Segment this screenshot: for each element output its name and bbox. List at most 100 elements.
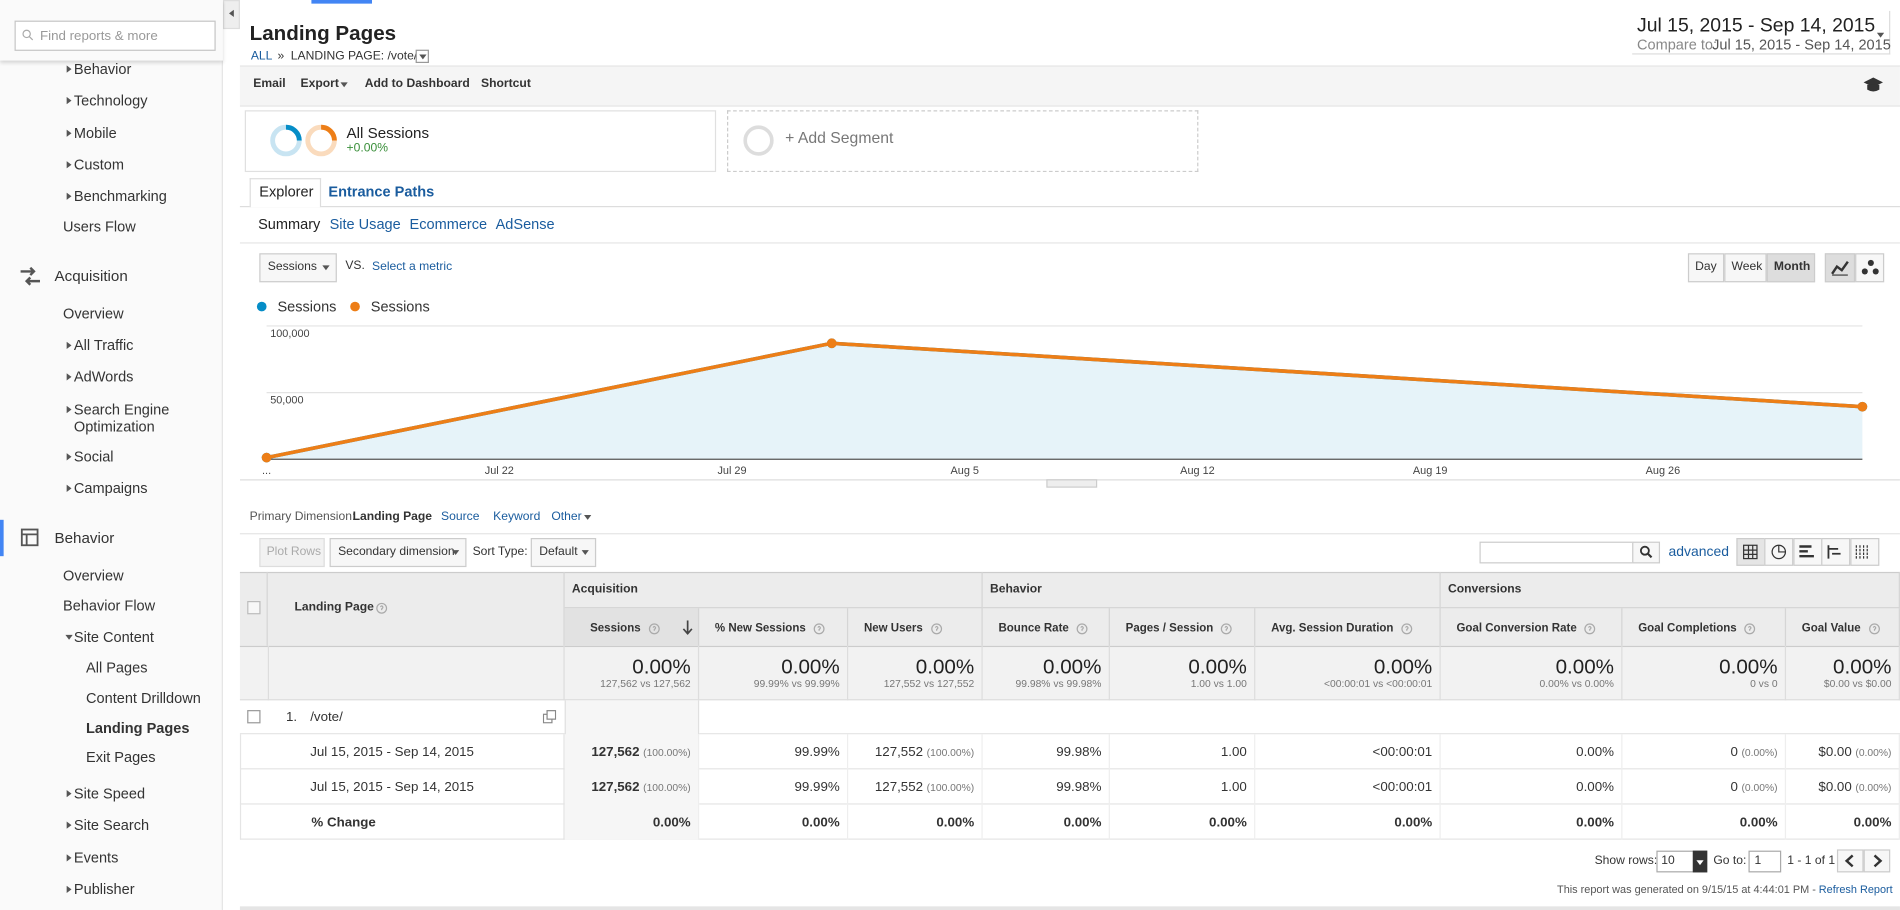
nav-item[interactable]: AdWords xyxy=(73,368,134,386)
subtab[interactable]: AdSense xyxy=(495,215,555,233)
metric-dropdown[interactable] xyxy=(259,253,337,283)
select-metric[interactable]: Select a metric xyxy=(371,260,453,274)
nav-item[interactable]: Behavior xyxy=(73,60,132,78)
nav-item[interactable]: Behavior xyxy=(54,529,115,547)
caret xyxy=(66,854,72,862)
column-header[interactable] xyxy=(983,608,1110,646)
total-value: 0.00% xyxy=(1555,655,1614,679)
chart-type-motion[interactable] xyxy=(1855,253,1885,283)
goto-input[interactable] xyxy=(1748,850,1782,873)
toolbar-button[interactable]: Add to Dashboard xyxy=(364,77,470,91)
toolbar-button[interactable]: Email xyxy=(253,77,286,91)
cell-content: 0.00% xyxy=(1110,814,1247,831)
column-label[interactable]: Sessions xyxy=(590,621,641,635)
column-header[interactable] xyxy=(1786,608,1900,646)
add-segment[interactable]: + Add Segment xyxy=(785,128,894,147)
nav-item[interactable]: Social xyxy=(73,448,114,466)
nav-item[interactable]: Technology xyxy=(73,92,148,110)
nav-item[interactable]: Site Content xyxy=(73,628,154,646)
nav-item[interactable]: Search Engine Optimization xyxy=(73,401,170,436)
column-header[interactable] xyxy=(564,608,700,646)
cell-value: 99.99% xyxy=(794,744,840,760)
segment-card[interactable] xyxy=(244,110,717,173)
column-label[interactable]: Pages / Session xyxy=(1125,621,1214,635)
nav-item[interactable]: Exit Pages xyxy=(86,748,156,766)
nav-item[interactable]: Custom xyxy=(73,156,125,174)
secondary-dropdown[interactable] xyxy=(329,537,467,568)
column-label[interactable]: % New Sessions xyxy=(714,621,806,635)
column-label[interactable]: New Users xyxy=(863,621,923,635)
column-label[interactable]: Goal Conversion Rate xyxy=(1456,621,1577,635)
nav-item[interactable]: Publisher xyxy=(73,880,135,898)
nav-item[interactable]: Behavior Flow xyxy=(63,597,156,615)
row-checkbox[interactable] xyxy=(247,710,261,724)
granularity-label[interactable]: Day xyxy=(1695,260,1717,274)
cell-value: 0.00% xyxy=(1853,814,1892,830)
column-header[interactable] xyxy=(1110,608,1256,646)
column-label[interactable]: Avg. Session Duration xyxy=(1271,621,1394,635)
granularity-button[interactable] xyxy=(1687,253,1725,283)
granularity-button[interactable] xyxy=(1724,253,1767,283)
column-label[interactable]: Goal Value xyxy=(1801,621,1861,635)
date-picker[interactable] xyxy=(1632,10,1891,55)
nav-item[interactable]: Events xyxy=(73,849,119,867)
legend-swatch xyxy=(256,301,267,312)
nav-item[interactable]: Site Search xyxy=(73,816,150,834)
refresh-report[interactable]: Refresh Report xyxy=(1818,883,1893,896)
column-label[interactable]: Bounce Rate xyxy=(998,621,1069,635)
nav-item[interactable]: Content Drilldown xyxy=(86,689,201,707)
nav-item[interactable]: Acquisition xyxy=(54,267,128,285)
row-page[interactable]: /vote/ xyxy=(310,710,343,725)
granularity-button[interactable] xyxy=(1766,253,1816,283)
subtab[interactable]: Ecommerce xyxy=(409,215,488,233)
cell-content: <00:00:01 xyxy=(1255,743,1433,760)
plot-rows-button[interactable] xyxy=(259,537,325,568)
nav-item[interactable]: Users Flow xyxy=(63,218,136,236)
column-label[interactable]: Goal Completions xyxy=(1638,621,1737,635)
x-tick-label: ... xyxy=(262,465,271,477)
group-label: Behavior xyxy=(989,582,1042,597)
column-header[interactable] xyxy=(1255,608,1441,646)
entry-label-cell xyxy=(268,804,565,840)
column-header[interactable] xyxy=(1622,608,1787,646)
add-segment-card[interactable] xyxy=(727,110,1199,173)
column-header[interactable] xyxy=(699,608,849,646)
entry-cell xyxy=(1622,734,1787,770)
granularity-label[interactable]: Week xyxy=(1731,260,1763,274)
nav-item[interactable]: Benchmarking xyxy=(73,187,167,205)
dimension-option[interactable]: Keyword xyxy=(493,510,541,524)
granularity-label[interactable]: Month xyxy=(1773,260,1811,274)
view-button[interactable] xyxy=(1849,537,1879,566)
tab[interactable]: Explorer xyxy=(259,182,314,200)
column-header[interactable] xyxy=(848,608,983,646)
nav-item[interactable]: Landing Pages xyxy=(86,719,190,737)
toolbar-button[interactable]: Export xyxy=(300,77,339,91)
dimension-option[interactable]: Other xyxy=(551,510,582,524)
breadcrumb-all[interactable]: ALL xyxy=(250,49,273,64)
next-page[interactable] xyxy=(1863,849,1891,873)
advanced-link[interactable]: advanced xyxy=(1668,545,1729,560)
nav-item[interactable]: Overview xyxy=(63,567,124,585)
nav-item[interactable]: Site Speed xyxy=(73,785,146,803)
search-box[interactable] xyxy=(14,20,216,51)
nav-item[interactable]: All Traffic xyxy=(73,336,134,354)
column-header[interactable] xyxy=(1441,608,1623,646)
nav-item[interactable]: Campaigns xyxy=(73,479,148,497)
table-search-button[interactable] xyxy=(1632,541,1661,564)
header-checkbox[interactable] xyxy=(247,601,261,615)
chart-collapse xyxy=(1046,479,1098,488)
dimension-option[interactable]: Landing Page xyxy=(352,510,433,524)
prev-page[interactable] xyxy=(1836,849,1864,873)
nav-item[interactable]: Overview xyxy=(63,305,124,323)
view-button[interactable] xyxy=(1736,537,1766,566)
toolbar-button[interactable]: Shortcut xyxy=(481,77,531,91)
dimension-option[interactable]: Source xyxy=(441,510,480,524)
subtab[interactable]: Summary xyxy=(258,215,321,233)
nav-item[interactable]: Mobile xyxy=(73,124,117,142)
tab[interactable]: Entrance Paths xyxy=(328,182,435,200)
subtab[interactable]: Site Usage xyxy=(329,215,401,233)
table-search[interactable] xyxy=(1479,541,1634,564)
entry-cell xyxy=(848,734,983,770)
legend-label: Sessions xyxy=(371,299,430,315)
nav-item[interactable]: All Pages xyxy=(86,659,148,677)
